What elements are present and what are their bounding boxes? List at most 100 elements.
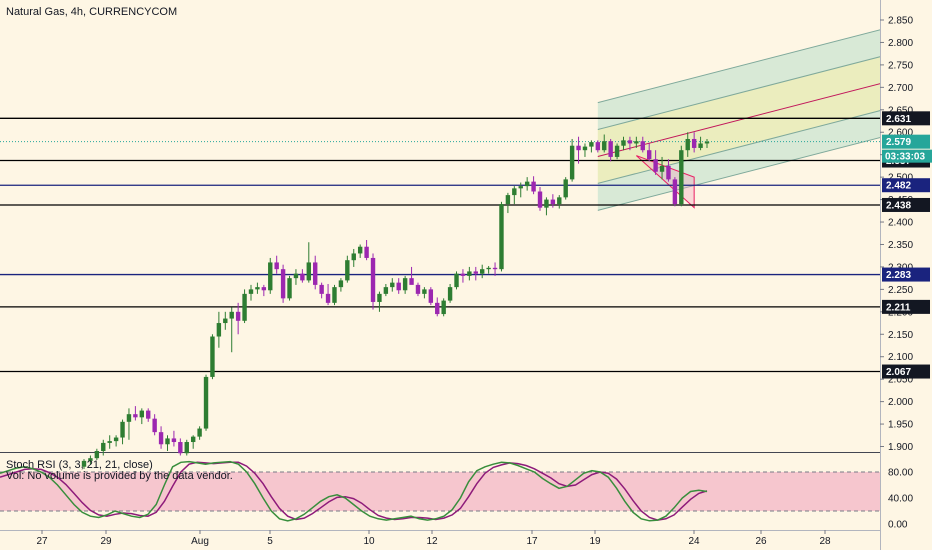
candle-body: [550, 199, 556, 205]
time-tick-label: 19: [589, 536, 601, 547]
candle-body: [402, 278, 408, 291]
level-price-tag: [882, 364, 930, 379]
time-tick-label: 12: [426, 536, 438, 547]
candle-body: [460, 273, 466, 276]
candle-body: [274, 262, 279, 270]
time-tick-label: Aug: [191, 536, 209, 547]
candle-body: [595, 142, 601, 151]
level-price-label: 2.211: [886, 302, 911, 313]
candle-body: [107, 441, 112, 443]
price-tick-label: 2.700: [888, 83, 913, 94]
candle-body: [313, 262, 318, 285]
candle-body: [454, 273, 459, 288]
stoch-k-line: [0, 460, 708, 522]
candle-body: [486, 267, 491, 270]
candle-body: [229, 311, 234, 319]
candle-body: [120, 421, 125, 438]
candle-body: [480, 269, 485, 274]
candle-body: [319, 284, 324, 294]
time-axis[interactable]: 27 29 Aug 5 10 12 17 19 24 26 28: [0, 530, 880, 547]
candle-body: [512, 188, 517, 196]
candle-body: [589, 142, 594, 147]
candle-body: [447, 287, 453, 301]
price-tick-label: 2.850: [888, 16, 913, 27]
price-axis[interactable]: 1.9001.9502.0002.0502.1002.1502.2002.250…: [880, 0, 932, 550]
last-price-tag: [882, 134, 930, 149]
candle-body: [306, 262, 311, 281]
candle-body: [158, 432, 164, 445]
candle-body: [653, 159, 658, 172]
price-tick-label: 2.250: [888, 285, 913, 296]
time-tick-label: 28: [819, 536, 831, 547]
candle-body: [499, 204, 504, 270]
candle-body: [691, 138, 697, 148]
candle-body: [357, 246, 363, 254]
candle-body: [646, 150, 652, 160]
candle-body: [441, 300, 446, 315]
candle-body: [88, 458, 93, 461]
candle-body: [139, 410, 145, 418]
price-tick-label: 2.400: [888, 218, 913, 229]
candle-body: [634, 141, 639, 144]
candle-body: [621, 140, 626, 146]
price-tick-label: 2.350: [888, 240, 913, 251]
candle-body: [576, 145, 581, 151]
candle-body: [544, 199, 549, 208]
candle-body: [190, 436, 196, 443]
chart-title: Natural Gas, 4h, CURRENCYCOM: [6, 6, 177, 18]
candle-body: [268, 262, 273, 291]
level-price-tag: [882, 178, 930, 193]
stoch-rsi-panel[interactable]: [0, 460, 880, 522]
level-price-label: 2.631: [886, 114, 911, 125]
time-tick-label: 10: [363, 536, 375, 547]
candle-body: [524, 181, 530, 187]
candle-body: [332, 287, 337, 303]
candle-body: [569, 145, 575, 180]
channel-upper-band: [597, 16, 932, 130]
candle-body: [345, 260, 350, 281]
candle-body: [627, 140, 633, 144]
candle-body: [492, 267, 498, 270]
candle-body: [216, 323, 222, 337]
candle-body: [133, 414, 138, 418]
candle-body: [280, 269, 286, 299]
candle-body: [428, 289, 434, 303]
candle-body: [666, 165, 671, 180]
candle-body: [184, 442, 189, 454]
stoch-tick-label: 80.00: [888, 468, 913, 479]
candle-body: [537, 191, 543, 208]
candle-body: [415, 284, 421, 294]
time-tick-label: 26: [755, 536, 767, 547]
stoch-tick-label: 40.00: [888, 494, 913, 505]
candle-body: [640, 141, 645, 151]
time-tick-label: 29: [100, 536, 112, 547]
candle-body: [505, 195, 511, 205]
candle-body: [422, 289, 427, 294]
candle-body: [370, 257, 376, 302]
price-tick-label: 2.750: [888, 60, 913, 71]
candle-body: [435, 302, 440, 315]
candle-body: [203, 376, 209, 429]
candle-body: [396, 282, 401, 291]
price-panel[interactable]: [0, 7, 932, 469]
candle-body: [614, 145, 620, 157]
price-tick-label: 2.600: [888, 128, 913, 139]
stoch-tick-label: 0.00: [888, 520, 908, 531]
candle-body: [152, 418, 157, 433]
candle-body: [235, 311, 241, 321]
candle-body: [171, 438, 177, 443]
stoch-band-fill: [0, 472, 880, 511]
candle-body: [518, 186, 523, 189]
time-tick-label: 24: [688, 536, 700, 547]
level-price-tag: [882, 197, 930, 212]
candle-body: [287, 278, 292, 299]
candle-body: [390, 282, 395, 288]
stoch-rsi-title: Stoch RSI (3, 3, 21, 21, close): [6, 459, 153, 471]
candle-body: [409, 278, 414, 285]
time-tick-label: 17: [526, 536, 538, 547]
stoch-d-line: [0, 461, 708, 521]
fork-handle: [636, 155, 695, 209]
last-price-label: 2.579: [886, 137, 911, 148]
level-price-tag: [882, 111, 930, 126]
